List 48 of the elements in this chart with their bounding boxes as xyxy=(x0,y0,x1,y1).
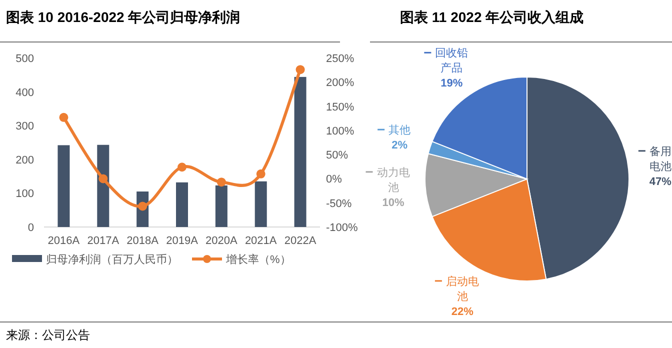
legend-label: 归母净利润（百万人民币） xyxy=(46,253,178,266)
bar xyxy=(254,181,267,227)
legend-label: 其他 xyxy=(388,124,411,137)
data-label: 19% xyxy=(440,78,463,90)
chart-title: 图表 11 2022 年公司收入组成 xyxy=(400,9,584,25)
data-label: 10% xyxy=(382,196,404,209)
y2-tick-label: 200% xyxy=(326,77,354,90)
point xyxy=(178,162,186,172)
legend-label: 动力电池 xyxy=(376,166,410,194)
y2-tick-label: 0% xyxy=(326,174,342,186)
x-tick-label: 2016A xyxy=(48,235,80,247)
bar xyxy=(215,185,228,227)
y2-tick-label: -100% xyxy=(326,222,358,234)
y-tick-label: 200 xyxy=(16,154,34,166)
point xyxy=(98,174,108,184)
x-tick-label: 2022A xyxy=(284,235,317,247)
x-tick-label: 2020A xyxy=(206,235,238,247)
y-tick-label: 500 xyxy=(16,53,34,65)
y2-tick-label: 100% xyxy=(326,125,354,138)
legend-label: 启动电池 xyxy=(446,274,479,303)
source-note: 来源：公司公告 xyxy=(6,328,90,342)
y2-tick-label: 250% xyxy=(326,53,354,65)
x-tick-label: 2019A xyxy=(166,235,199,247)
y2-tick-label: 50% xyxy=(326,150,348,162)
y-tick-label: 300 xyxy=(16,120,34,133)
y-tick-label: 400 xyxy=(16,86,34,99)
bar xyxy=(97,144,110,227)
data-label: 2% xyxy=(392,140,408,152)
y2-tick-label: -50% xyxy=(326,198,352,210)
point xyxy=(59,112,68,122)
legend-label: 增长率（%） xyxy=(225,253,291,266)
slice-label: 备用电池 xyxy=(649,146,672,173)
bar xyxy=(176,182,188,227)
point xyxy=(256,169,266,178)
point xyxy=(296,65,305,74)
point xyxy=(216,178,226,187)
x-tick-label: 2017A xyxy=(87,235,120,247)
bar xyxy=(294,76,306,227)
y-tick-label: 0 xyxy=(28,222,34,234)
data-label: 22% xyxy=(451,306,474,318)
bar xyxy=(58,145,70,227)
y2-tick-label: 150% xyxy=(326,101,354,114)
y-tick-label: 100 xyxy=(16,188,34,200)
x-tick-label: 2018A xyxy=(126,235,160,247)
x-tick-label: 2021A xyxy=(244,235,278,247)
legend-label: 回收铅产品 xyxy=(435,48,468,75)
data-label: 47% xyxy=(649,176,672,188)
chart-title: 图表 10 2016-2022 年公司归母净利润 xyxy=(6,9,240,25)
